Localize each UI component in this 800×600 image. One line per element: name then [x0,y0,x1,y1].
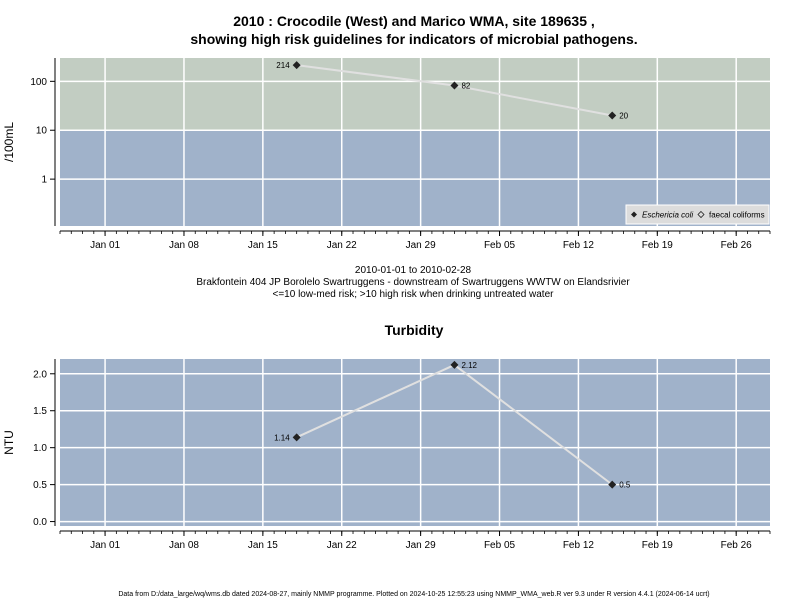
microbial-panel: Jan 01 Jan 08 Jan 15 Jan 22 Jan 29 Feb 05 Feb … [2,58,771,251]
y-tick-label: 1 [41,175,47,186]
data-label: 0.5 [619,481,631,490]
x-tick-label: Jan 01 [90,540,120,551]
x-tick-label: Feb 05 [484,540,516,551]
y-tick-label: 1.5 [33,406,47,417]
x-tick-label: Jan 29 [406,240,436,251]
y-tick-label: 100 [30,77,47,88]
x-tick-label: Jan 01 [90,240,120,251]
data-point [450,81,459,90]
data-point [608,480,617,489]
plot-background [60,359,770,526]
high-risk-band [60,58,770,131]
x-tick-label: Jan 15 [248,540,278,551]
x-tick-label: Jan 22 [327,540,357,551]
y-tick-label: 0.5 [33,480,47,491]
x-tick-label: Jan 08 [169,540,199,551]
x-tick-label: Jan 15 [248,240,278,251]
legend-label: Eschericia coli [642,211,693,220]
risk-guideline-text: <=10 low-med risk; >10 high risk when dr… [273,289,555,300]
data-label: 82 [461,82,470,91]
main-title-line2: showing high risk guidelines for indicat… [190,31,637,47]
y-tick-label: 1.0 [33,443,47,454]
site-description-text: Brakfontein 404 JP Borolelo Swartruggens… [196,277,630,288]
x-tick-label: Feb 26 [721,540,753,551]
x-tick-label: Feb 19 [642,240,674,251]
x-tick-label: Jan 29 [406,540,436,551]
data-label: 2.12 [461,361,477,370]
panel-title: Turbidity [385,322,444,338]
legend-label: faecal coliforms [709,211,765,220]
data-point [292,433,301,442]
x-tick-label: Feb 19 [642,540,674,551]
date-range-text: 2010-01-01 to 2010-02-28 [355,265,472,276]
x-tick-label: Feb 12 [563,240,595,251]
main-title-line1: 2010 : Crocodile (West) and Marico WMA, … [233,13,595,29]
turbidity-panel: Jan 01 Jan 08 Jan 15 Jan 22 Jan 29 Feb 05 Feb … [2,322,771,551]
legend-marker-filled [631,211,637,218]
y-tick-label: 2.0 [33,369,47,380]
y-tick-label: 10 [36,126,48,137]
y-axis-label: /100mL [2,122,16,162]
x-tick-label: Jan 22 [327,240,357,251]
data-label: 1.14 [274,433,290,442]
data-point [292,61,301,70]
legend-marker-open [697,210,705,219]
x-tick-label: Jan 08 [169,240,199,251]
footer-note: Data from D:/data_large/wq/wms.db dated … [118,591,709,598]
data-point [608,111,617,120]
data-point [450,360,459,369]
x-tick-label: Feb 05 [484,240,516,251]
data-label: 214 [276,61,290,70]
y-axis-label: NTU [2,430,16,455]
x-tick-label: Feb 26 [721,240,753,251]
y-tick-label: 0.0 [33,517,47,528]
x-tick-label: Feb 12 [563,540,595,551]
data-label: 20 [619,112,628,121]
